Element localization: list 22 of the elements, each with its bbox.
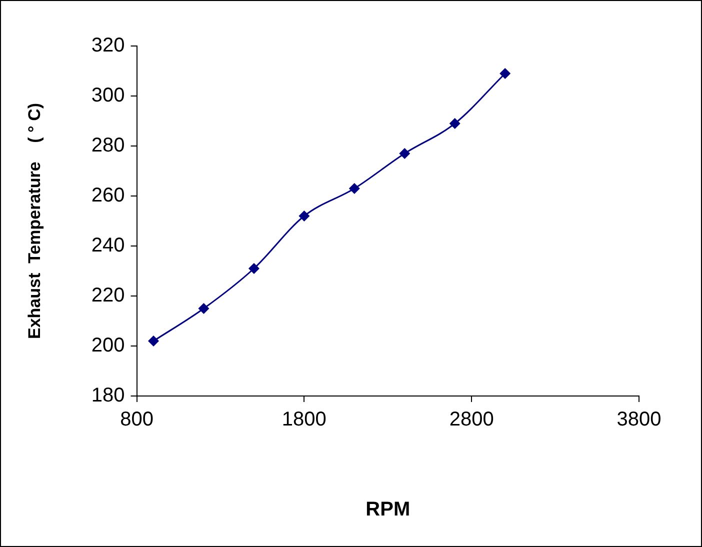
point xyxy=(298,210,310,222)
x-tick-label: 3800 xyxy=(616,408,662,431)
x-tick-label: 2800 xyxy=(449,408,494,431)
x-tick-label: 1800 xyxy=(282,408,326,431)
y-tick-label: 320 xyxy=(91,34,125,57)
y-tick-label: 200 xyxy=(91,334,125,357)
y-tick-label: 180 xyxy=(91,384,125,407)
y-tick-label: 240 xyxy=(91,234,125,257)
y-tick-label: 280 xyxy=(91,134,125,157)
point xyxy=(399,148,410,159)
point xyxy=(449,118,460,129)
point xyxy=(148,336,160,346)
y-axis-title: Exhaust Temperature ( ° C) xyxy=(24,102,44,340)
y-tick-label: 220 xyxy=(91,284,125,307)
y-tick-label: 300 xyxy=(91,84,125,107)
point xyxy=(198,303,210,314)
x-axis-title: RPM xyxy=(366,498,410,521)
y-tick-label: 260 xyxy=(91,184,125,207)
x-tick-label: 800 xyxy=(120,408,154,431)
point xyxy=(348,183,360,194)
point xyxy=(248,263,260,274)
point xyxy=(500,68,511,79)
